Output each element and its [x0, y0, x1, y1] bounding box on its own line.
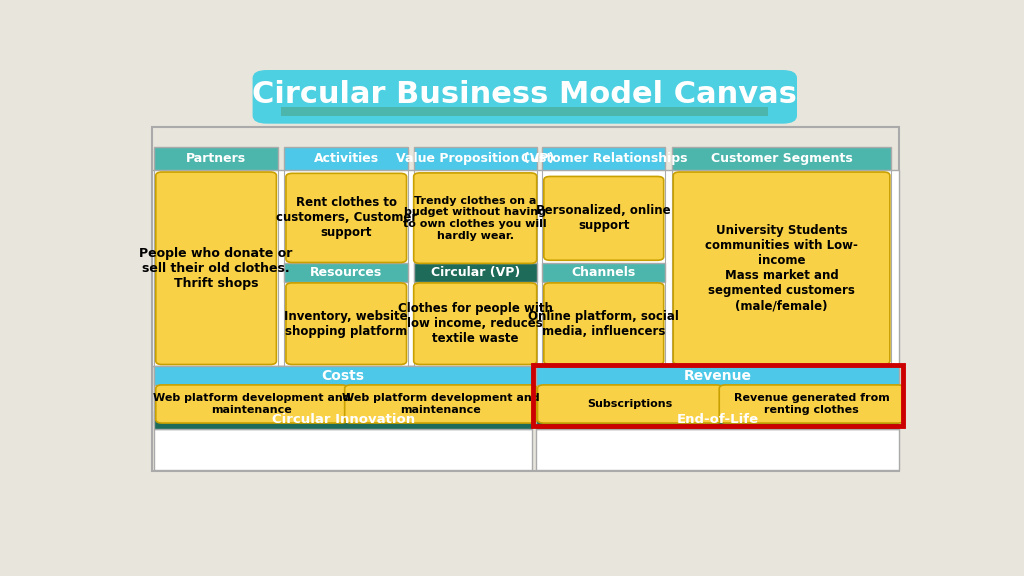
- Text: Revenue generated from
renting clothes: Revenue generated from renting clothes: [734, 393, 890, 415]
- FancyBboxPatch shape: [414, 283, 537, 365]
- Bar: [285, 263, 409, 282]
- Bar: [414, 170, 537, 366]
- Bar: [423, 178, 532, 262]
- Text: Subscriptions: Subscriptions: [588, 399, 673, 409]
- Bar: [285, 170, 409, 366]
- Bar: [536, 411, 899, 429]
- Text: Value Proposition (VP): Value Proposition (VP): [396, 151, 554, 165]
- Text: Customer Segments: Customer Segments: [711, 151, 852, 165]
- Bar: [155, 411, 531, 429]
- Bar: [155, 170, 278, 366]
- Bar: [536, 429, 899, 469]
- FancyBboxPatch shape: [286, 173, 407, 263]
- Text: People who donate or
sell their old clothes.
Thrift shops: People who donate or sell their old clot…: [139, 247, 293, 290]
- Text: Circular Business Model Canvas: Circular Business Model Canvas: [252, 80, 798, 109]
- Bar: [543, 170, 666, 366]
- Bar: [546, 390, 719, 421]
- Text: End-of-Life: End-of-Life: [677, 414, 759, 426]
- Bar: [672, 147, 892, 170]
- FancyBboxPatch shape: [156, 385, 348, 423]
- FancyBboxPatch shape: [156, 172, 276, 365]
- FancyBboxPatch shape: [544, 176, 664, 260]
- FancyBboxPatch shape: [414, 173, 537, 263]
- Bar: [728, 390, 900, 421]
- Text: University Students
communities with Low-
income
Mass market and
segmented custo: University Students communities with Low…: [706, 224, 858, 312]
- Bar: [536, 366, 899, 424]
- Text: Circular Innovation: Circular Innovation: [271, 414, 415, 426]
- Text: Trendy clothes on a
budget without having
to own clothes you will
hardly wear.: Trendy clothes on a budget without havin…: [403, 196, 547, 241]
- Text: Costs: Costs: [322, 369, 365, 382]
- Bar: [353, 390, 532, 421]
- Text: Revenue: Revenue: [684, 369, 752, 382]
- Text: Clothes for people with
low income, reduces
textile waste: Clothes for people with low income, redu…: [397, 302, 553, 345]
- Text: Inventory, website
shopping platform: Inventory, website shopping platform: [285, 310, 408, 338]
- Bar: [553, 182, 659, 259]
- Bar: [155, 429, 531, 469]
- Bar: [165, 177, 272, 363]
- Bar: [285, 147, 409, 170]
- FancyBboxPatch shape: [538, 385, 722, 423]
- Bar: [155, 366, 531, 424]
- Bar: [682, 177, 886, 363]
- FancyBboxPatch shape: [544, 283, 664, 365]
- Text: Circular (VP): Circular (VP): [430, 266, 520, 279]
- Text: Activities: Activities: [313, 151, 379, 165]
- FancyBboxPatch shape: [719, 385, 904, 423]
- FancyBboxPatch shape: [286, 283, 407, 365]
- Bar: [543, 263, 666, 282]
- Bar: [672, 170, 892, 366]
- Bar: [295, 179, 402, 261]
- Bar: [155, 366, 531, 385]
- Bar: [414, 263, 537, 282]
- Text: Web platform development and
maintenance: Web platform development and maintenance: [153, 393, 350, 415]
- FancyBboxPatch shape: [673, 172, 890, 365]
- Bar: [165, 390, 344, 421]
- Bar: [414, 147, 537, 170]
- Bar: [543, 147, 666, 170]
- Bar: [295, 288, 402, 363]
- Text: Online platform, social
media, influencers: Online platform, social media, influence…: [528, 310, 679, 338]
- FancyBboxPatch shape: [345, 385, 537, 423]
- Bar: [423, 288, 532, 363]
- Text: Rent clothes to
customers, Customer
support: Rent clothes to customers, Customer supp…: [275, 196, 417, 240]
- Text: Web platform development and
maintenance: Web platform development and maintenance: [342, 393, 540, 415]
- Bar: [282, 107, 768, 116]
- FancyBboxPatch shape: [253, 70, 797, 124]
- Bar: [152, 170, 899, 366]
- Text: Resources: Resources: [310, 266, 382, 279]
- Bar: [155, 147, 278, 170]
- Bar: [536, 366, 899, 385]
- Bar: [553, 288, 659, 363]
- Text: Channels: Channels: [571, 266, 636, 279]
- Text: Partners: Partners: [186, 151, 246, 165]
- Bar: [152, 127, 899, 471]
- Text: Personalized, online
support: Personalized, online support: [537, 204, 671, 232]
- Bar: [532, 365, 902, 426]
- Text: Customer Relationships: Customer Relationships: [520, 151, 687, 165]
